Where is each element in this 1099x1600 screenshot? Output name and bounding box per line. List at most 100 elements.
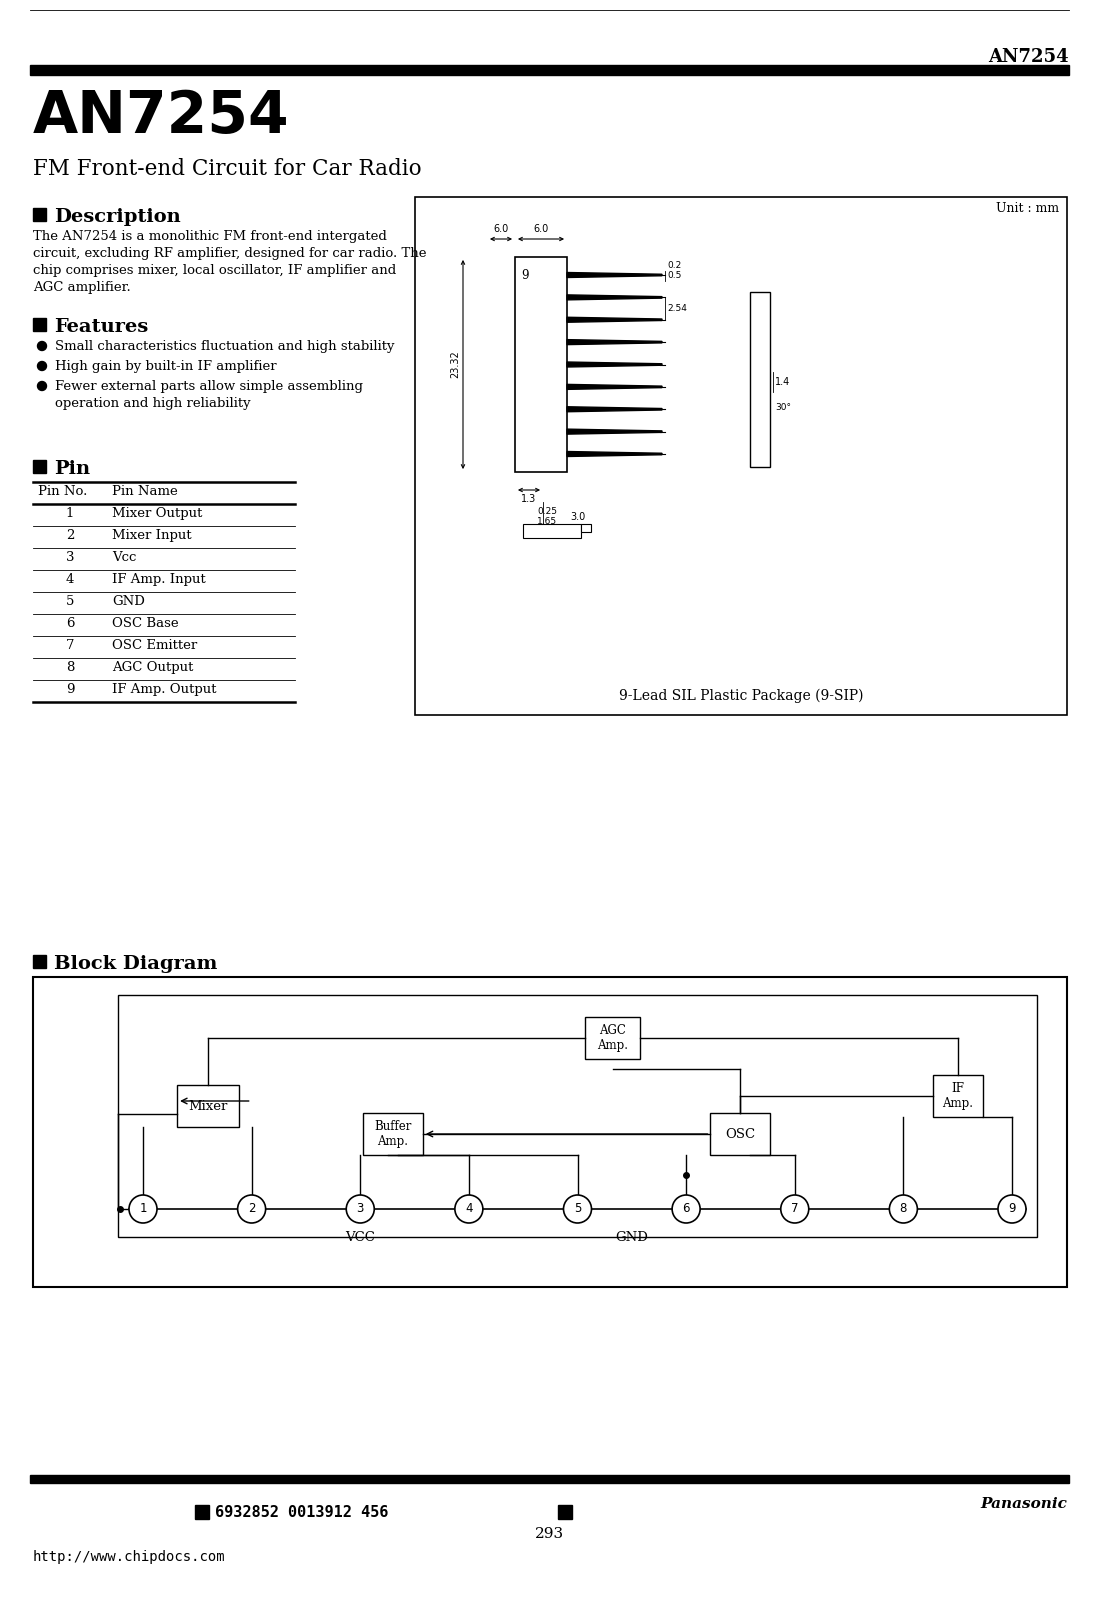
Text: GND: GND (112, 595, 145, 608)
Text: 5: 5 (574, 1203, 581, 1216)
Bar (30, 66, 1069, 75)
Text: Vcc: Vcc (112, 550, 136, 565)
Bar (33, 318, 46, 331)
Bar (586, 1018, 641, 1059)
Text: VCC: VCC (345, 1230, 375, 1245)
Bar (33, 461, 46, 474)
Text: 1: 1 (140, 1203, 147, 1216)
Circle shape (564, 1195, 591, 1222)
Text: IF Amp. Input: IF Amp. Input (112, 573, 206, 586)
Text: Block Diagram: Block Diagram (54, 955, 218, 973)
Circle shape (37, 341, 46, 350)
Text: FM Front-end Circuit for Car Radio: FM Front-end Circuit for Car Radio (33, 158, 422, 179)
Circle shape (237, 1195, 266, 1222)
Bar (33, 208, 46, 221)
Bar (558, 1506, 571, 1518)
Bar (30, 1475, 1069, 1483)
Polygon shape (567, 384, 662, 389)
Text: 2: 2 (66, 530, 75, 542)
Text: 1.65: 1.65 (537, 517, 557, 526)
Text: 7: 7 (791, 1203, 799, 1216)
Polygon shape (567, 406, 662, 411)
Text: Buffer
Amp.: Buffer Amp. (374, 1120, 411, 1149)
Text: 3.0: 3.0 (570, 512, 586, 522)
Text: OSC Base: OSC Base (112, 618, 179, 630)
Text: Features: Features (54, 318, 148, 336)
Text: 8: 8 (66, 661, 75, 674)
Bar (750, 291, 770, 467)
Text: 4: 4 (465, 1203, 473, 1216)
Text: 9-Lead SIL Plastic Package (9-SIP): 9-Lead SIL Plastic Package (9-SIP) (619, 688, 863, 702)
Text: AGC Output: AGC Output (112, 661, 193, 674)
Text: 9: 9 (521, 269, 529, 282)
Text: Description: Description (54, 208, 180, 226)
Text: AN7254: AN7254 (33, 88, 290, 146)
Text: Panasonic: Panasonic (980, 1498, 1067, 1510)
Circle shape (37, 381, 46, 390)
Circle shape (673, 1195, 700, 1222)
Text: Pin: Pin (54, 461, 90, 478)
Text: 3: 3 (356, 1203, 364, 1216)
Text: 8: 8 (900, 1203, 907, 1216)
Text: 4: 4 (66, 573, 75, 586)
Text: http://www.chipdocs.com: http://www.chipdocs.com (33, 1550, 225, 1565)
Bar (515, 258, 567, 472)
Text: 3: 3 (66, 550, 75, 565)
Text: 1.3: 1.3 (521, 494, 536, 504)
Text: IF
Amp.: IF Amp. (942, 1082, 974, 1110)
Polygon shape (567, 451, 662, 456)
Bar (33, 955, 46, 968)
Polygon shape (567, 362, 662, 366)
Text: 23.32: 23.32 (449, 350, 460, 378)
Bar (523, 525, 581, 538)
Text: 9: 9 (66, 683, 75, 696)
Polygon shape (567, 294, 662, 299)
Text: 5: 5 (66, 595, 75, 608)
Text: Pin Name: Pin Name (112, 485, 178, 498)
Circle shape (998, 1195, 1026, 1222)
Text: 1: 1 (66, 507, 75, 520)
Text: circuit, excluding RF amplifier, designed for car radio. The: circuit, excluding RF amplifier, designe… (33, 246, 426, 259)
Text: 0.25: 0.25 (537, 507, 557, 515)
Polygon shape (567, 272, 662, 277)
Bar (363, 1114, 423, 1155)
Text: AGC
Amp.: AGC Amp. (598, 1024, 629, 1053)
Circle shape (455, 1195, 482, 1222)
Text: 293: 293 (534, 1526, 564, 1541)
Text: 0.5: 0.5 (667, 270, 681, 280)
Text: OSC Emitter: OSC Emitter (112, 638, 197, 653)
Text: 6: 6 (682, 1203, 690, 1216)
Text: High gain by built-in IF amplifier: High gain by built-in IF amplifier (55, 360, 277, 373)
Bar (710, 1114, 770, 1155)
Circle shape (889, 1195, 918, 1222)
Text: Pin No.: Pin No. (38, 485, 88, 498)
Text: operation and high reliability: operation and high reliability (55, 397, 251, 410)
Text: 9: 9 (1008, 1203, 1015, 1216)
Text: chip comprises mixer, local oscillator, IF amplifier and: chip comprises mixer, local oscillator, … (33, 264, 397, 277)
Text: GND: GND (615, 1230, 648, 1245)
Text: Unit : mm: Unit : mm (996, 202, 1059, 214)
Text: 2: 2 (248, 1203, 255, 1216)
Text: AN7254: AN7254 (988, 48, 1069, 66)
Text: 7: 7 (66, 638, 75, 653)
Text: Small characteristics fluctuation and high stability: Small characteristics fluctuation and hi… (55, 341, 395, 354)
Text: Mixer: Mixer (189, 1099, 227, 1112)
Text: 6: 6 (66, 618, 75, 630)
Circle shape (129, 1195, 157, 1222)
Polygon shape (567, 339, 662, 344)
Text: AGC amplifier.: AGC amplifier. (33, 282, 131, 294)
Bar (195, 1506, 209, 1518)
Circle shape (780, 1195, 809, 1222)
Bar (177, 1085, 240, 1126)
Bar (33, 978, 1067, 1286)
Text: 6.0: 6.0 (493, 224, 509, 234)
Text: 1.4: 1.4 (775, 378, 790, 387)
Circle shape (346, 1195, 375, 1222)
Text: 2.54: 2.54 (667, 304, 687, 314)
Bar (415, 197, 1067, 715)
Text: IF Amp. Output: IF Amp. Output (112, 683, 217, 696)
Polygon shape (567, 429, 662, 434)
Text: Mixer Output: Mixer Output (112, 507, 202, 520)
Text: OSC: OSC (725, 1128, 755, 1141)
Text: 30°: 30° (775, 403, 791, 411)
